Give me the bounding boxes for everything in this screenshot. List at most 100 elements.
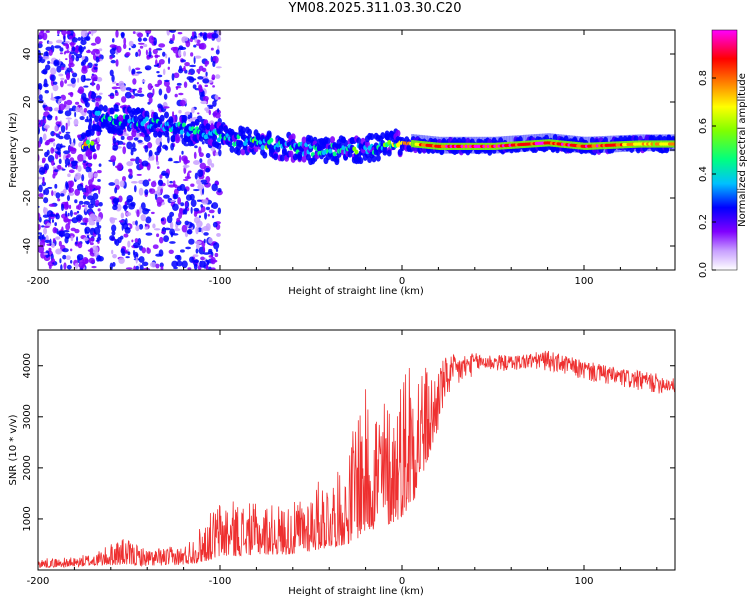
spectrogram-speckle xyxy=(211,204,214,208)
spectrogram-speckle xyxy=(46,114,53,121)
spectrogram-speckle xyxy=(166,85,171,94)
spectrogram-speckle xyxy=(200,179,207,184)
spectrogram-speckle xyxy=(64,110,72,117)
spectrogram-speckle xyxy=(184,61,190,67)
spectrogram-speckle xyxy=(211,32,219,39)
spectrogram-speckle xyxy=(38,41,43,44)
spectrogram-speckle xyxy=(65,72,71,79)
spectrogram-cell xyxy=(159,114,165,122)
spectrogram-speckle xyxy=(60,77,65,81)
spectrogram-speckle xyxy=(194,145,198,149)
spectrogram-speckle xyxy=(202,246,206,252)
spectrogram-speckle xyxy=(43,78,48,87)
spectrogram-speckle xyxy=(112,204,118,211)
spectrogram-speckle xyxy=(82,217,89,223)
spectrogram-speckle xyxy=(192,84,197,89)
spectrogram-speckle xyxy=(204,60,208,67)
spectrogram-speckle xyxy=(97,208,101,212)
spectrogram-speckle xyxy=(173,161,180,164)
spectrogram-speckle xyxy=(64,158,71,166)
spectrogram-speckle xyxy=(198,152,204,158)
spectrogram-speckle xyxy=(65,182,69,190)
spectrogram-speckle xyxy=(171,260,179,268)
spectrogram-speckle xyxy=(180,249,185,253)
spectrogram-speckle xyxy=(77,134,82,139)
spectrogram-speckle xyxy=(55,115,58,121)
spectrogram-cell xyxy=(329,136,335,144)
spectrogram-speckle xyxy=(98,256,102,261)
spectrogram-speckle xyxy=(149,188,153,193)
spectrogram-speckle xyxy=(39,234,44,242)
spectrogram-speckle xyxy=(111,74,115,83)
spectrogram-ridge xyxy=(125,114,130,120)
spectrogram-speckle xyxy=(201,227,204,234)
spectrogram-speckle xyxy=(110,59,116,64)
spectrogram-speckle xyxy=(55,248,62,255)
spectrogram-ridge xyxy=(192,129,197,135)
y-tick-label: 2000 xyxy=(22,455,33,480)
spectrogram-ridge xyxy=(90,140,95,146)
spectrogram-speckle xyxy=(181,155,188,162)
spectrogram-speckle xyxy=(163,235,170,243)
spectrogram-speckle xyxy=(56,151,62,155)
spectrogram-speckle xyxy=(158,136,163,143)
spectrogram-speckle xyxy=(109,56,113,60)
spectrogram-speckle xyxy=(208,106,214,110)
x-tick-label: -100 xyxy=(209,576,232,587)
spectrogram-speckle xyxy=(74,111,77,118)
spectrogram-speckle xyxy=(133,265,137,270)
spectrogram-speckle xyxy=(93,226,101,235)
spectrogram-speckle xyxy=(44,187,50,196)
spectrogram-speckle xyxy=(139,264,144,270)
spectrogram-speckle xyxy=(48,203,55,207)
spectrogram-speckle xyxy=(199,162,207,170)
spectrogram-speckle xyxy=(111,38,115,43)
spectrogram-speckle xyxy=(152,48,158,55)
spectrogram-speckle xyxy=(82,97,90,103)
spectrogram-speckle xyxy=(89,90,92,95)
spectrogram-speckle xyxy=(91,74,98,82)
spectrogram-speckle xyxy=(166,215,173,224)
spectrogram-speckle xyxy=(205,259,208,263)
spectrogram-speckle xyxy=(120,212,125,219)
spectrogram-speckle xyxy=(78,106,84,114)
spectrogram-cell xyxy=(297,153,303,161)
spectrogram-cell xyxy=(229,145,235,153)
spectrogram-speckle xyxy=(44,239,51,243)
spectrogram-speckle xyxy=(135,51,139,58)
spectrogram-speckle xyxy=(144,65,152,71)
spectrogram-speckle xyxy=(115,59,119,67)
spectrogram-speckle xyxy=(122,43,127,50)
spectrogram-speckle xyxy=(125,87,132,91)
spectrogram-speckle xyxy=(58,230,66,237)
spectrogram-cell xyxy=(91,123,97,131)
spectrogram-ridge xyxy=(332,151,337,157)
spectrogram-speckle xyxy=(169,211,175,217)
spectrogram-speckle xyxy=(137,37,142,42)
spectrogram-cell xyxy=(273,153,279,161)
spectrogram-speckle xyxy=(82,192,87,195)
snr-axes: -200 -100 0 100 1000 2000 3000 4000 xyxy=(22,330,675,587)
y-tick-label: 4000 xyxy=(22,353,33,378)
spectrogram-speckle xyxy=(95,97,101,102)
spectrogram-speckle xyxy=(159,141,163,148)
spectrogram-speckle xyxy=(170,142,175,151)
spectrogram-speckle xyxy=(68,108,74,112)
spectrogram-speckle xyxy=(131,239,134,243)
spectrogram-speckle xyxy=(63,40,70,44)
spectrogram-speckle xyxy=(48,138,56,142)
spectrogram-speckle xyxy=(97,144,101,147)
spectrogram-cell xyxy=(205,123,211,131)
spectrogram-speckle xyxy=(205,206,211,211)
spectrogram-speckle xyxy=(218,149,222,157)
spectrogram-speckle xyxy=(182,178,189,181)
spectrogram-speckle xyxy=(153,228,161,231)
spectrogram-speckle xyxy=(178,211,183,219)
spectrogram-speckle xyxy=(147,83,153,91)
spectrogram-speckle xyxy=(204,84,209,87)
spectrogram-speckle xyxy=(65,255,71,261)
spectrogram-speckle xyxy=(176,217,181,223)
spectrogram-speckle xyxy=(115,30,119,38)
spectrogram-speckle xyxy=(154,54,161,58)
spectrogram-cell xyxy=(325,137,331,145)
